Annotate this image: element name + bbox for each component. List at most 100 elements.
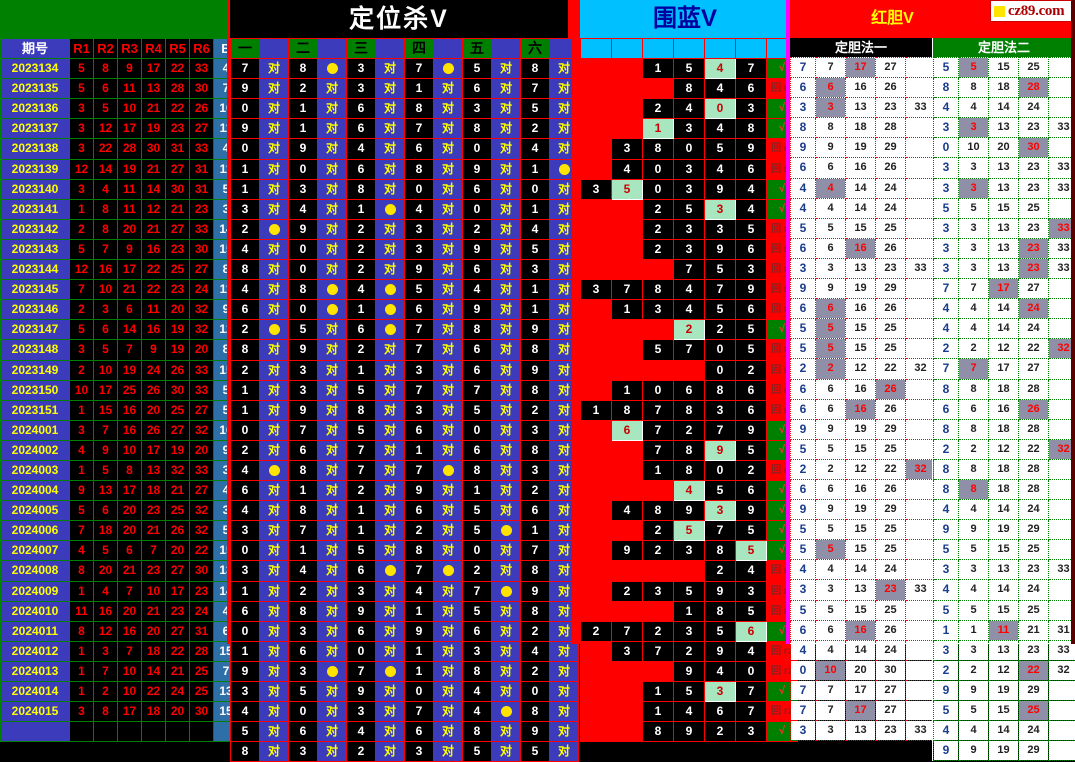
cell-red-3: 19 — [118, 360, 142, 380]
cell-red-6: 30 — [190, 79, 214, 99]
red-two-num-3: 23 — [1019, 218, 1049, 238]
divider-kill-blue — [572, 0, 580, 644]
kill-status-3: 对 — [376, 79, 405, 99]
red-one-num-4 — [906, 339, 936, 359]
kill-num-6: 2 — [521, 400, 550, 420]
kill-num-4: 3 — [405, 742, 434, 762]
red-one-num-1: 4 — [816, 560, 846, 580]
cell-issue: 2023140 — [1, 179, 70, 199]
kill-header-row: 一二三四五六 — [231, 39, 579, 59]
blue-cell-4: 3 — [674, 179, 705, 199]
kill-status-5: 对 — [492, 320, 521, 340]
blue-cell-hit-5: 3 — [705, 199, 736, 219]
kill-status-6: 对 — [550, 722, 579, 742]
kill-num-6: 0 — [521, 179, 550, 199]
kill-status-3: 对 — [376, 702, 405, 722]
kill-status-4: 对 — [434, 682, 463, 702]
red-one-num-3: 25 — [876, 520, 906, 540]
kill-status-2: 对 — [318, 621, 347, 641]
red-two-num-3: 29 — [1019, 520, 1049, 540]
kill-num-3: 9 — [347, 601, 376, 621]
kill-num-5: 7 — [463, 581, 492, 601]
cell-red-1: 8 — [70, 561, 94, 581]
kill-status-4: 对 — [434, 320, 463, 340]
red-two-lead: 3 — [934, 118, 959, 138]
red-two-lead: 3 — [934, 158, 959, 178]
kill-status-5: 对 — [492, 280, 521, 300]
blue-cell-1 — [581, 661, 612, 681]
cell-red-1: 1 — [70, 199, 94, 219]
kill-num-1: 2 — [231, 219, 260, 239]
kill-pos-spacer-2 — [318, 39, 347, 59]
red-one-num-3: 26 — [876, 620, 906, 640]
cell-red-6: 31 — [190, 621, 214, 641]
blue-cell-hit-4: 2 — [674, 320, 705, 340]
cell-red-5: 20 — [166, 300, 190, 320]
blue-cell-3: 2 — [643, 219, 674, 239]
kill-num-6: 1 — [521, 280, 550, 300]
red-two-lead: 4 — [934, 721, 959, 741]
red-two-num-3: 23 — [1019, 178, 1049, 198]
red-two-marked-num: 23 — [1019, 258, 1049, 278]
kill-num-6: 8 — [521, 561, 550, 581]
cell-red-5: 27 — [166, 159, 190, 179]
kill-num-2: 6 — [289, 641, 318, 661]
blue-cell-6: 8 — [736, 119, 767, 139]
red-one-num-3: 25 — [876, 218, 906, 238]
cell-issue: 2024011 — [1, 621, 70, 641]
red-two-lead: 8 — [934, 379, 959, 399]
red-two-num-2: 19 — [989, 680, 1019, 700]
red-one-num-2: 14 — [846, 640, 876, 660]
kill-num-3: 1 — [347, 300, 376, 320]
site-logo[interactable]: cz89.com — [990, 0, 1075, 22]
cell-red-5: 20 — [166, 702, 190, 722]
kill-num-4: 2 — [405, 521, 434, 541]
blue-cell-1 — [581, 159, 612, 179]
blue-header-col-2 — [612, 39, 643, 59]
cell-red-1: 1 — [70, 400, 94, 420]
kill-num-2: 7 — [289, 420, 318, 440]
red-one-num-4 — [906, 198, 936, 218]
kill-num-4: 6 — [405, 420, 434, 440]
red-one-num-1: 3 — [816, 258, 846, 278]
red-one-lead: 3 — [791, 580, 816, 600]
blue-cell-2 — [612, 722, 643, 742]
red-one-num-1: 4 — [816, 640, 846, 660]
red-two-num-3: 29 — [1019, 741, 1049, 761]
history-header-row: 期号 R1 R2 R3 R4 R5 R6 B — [1, 39, 239, 59]
blue-cell-5: 2 — [705, 561, 736, 581]
cell-issue: 2023149 — [1, 360, 70, 380]
cell-red-4: 20 — [142, 400, 166, 420]
red-two-num-2: 18 — [989, 419, 1019, 439]
kill-status-3: 对 — [376, 481, 405, 501]
red-two-lead: 4 — [934, 299, 959, 319]
blue-cell-4: 5 — [674, 59, 705, 79]
cell-red-2: 16 — [94, 601, 118, 621]
cell-red-6: 25 — [190, 682, 214, 702]
red-two-num-1: 5 — [959, 600, 989, 620]
red-one-num-1: 6 — [816, 238, 846, 258]
header-r2: R2 — [94, 39, 118, 59]
red-two-lead: 2 — [934, 660, 959, 680]
red-two-lead: 8 — [934, 419, 959, 439]
red-one-num-4 — [906, 178, 936, 198]
red-two-lead: 3 — [934, 218, 959, 238]
blue-cell-3 — [643, 481, 674, 501]
red-one-num-1: 7 — [816, 58, 846, 78]
kill-pos-header-5: 五 — [463, 39, 492, 59]
